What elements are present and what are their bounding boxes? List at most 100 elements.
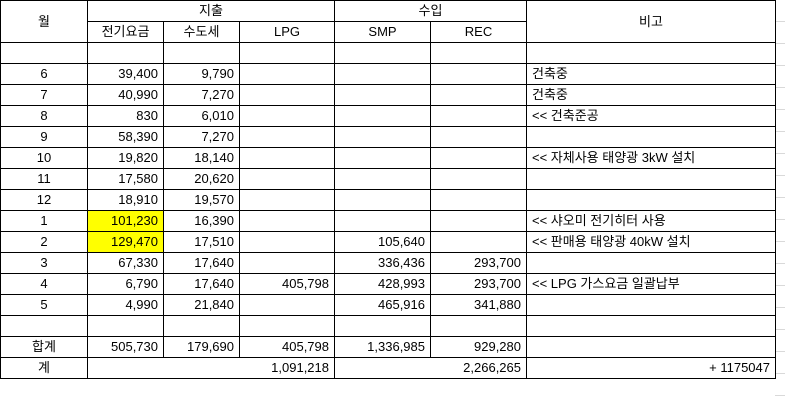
note-cell[interactable]: << LPG 가스요금 일괄납부 <box>526 273 776 295</box>
month-cell[interactable]: 12 <box>0 189 88 211</box>
header-smp[interactable]: SMP <box>334 21 431 43</box>
totals-note[interactable] <box>526 336 776 358</box>
lpg-cell[interactable]: 405,798 <box>239 273 335 295</box>
electricity-cell[interactable]: 39,400 <box>87 63 164 85</box>
totals-rec[interactable]: 929,280 <box>430 336 527 358</box>
smp-cell[interactable] <box>334 210 431 232</box>
lpg-cell[interactable] <box>239 231 335 253</box>
water-cell[interactable]: 17,510 <box>163 231 240 253</box>
note-cell[interactable] <box>526 168 776 190</box>
water-cell[interactable]: 20,620 <box>163 168 240 190</box>
water-cell[interactable]: 6,010 <box>163 105 240 127</box>
month-cell[interactable]: 10 <box>0 147 88 169</box>
lpg-cell[interactable] <box>239 294 335 316</box>
note-cell[interactable] <box>526 252 776 274</box>
totals-water[interactable]: 179,690 <box>163 336 240 358</box>
month-cell[interactable]: 9 <box>0 126 88 148</box>
note-cell[interactable] <box>526 315 776 337</box>
smp-cell[interactable]: 105,640 <box>334 231 431 253</box>
smp-cell[interactable] <box>334 315 431 337</box>
totals-smp[interactable]: 1,336,985 <box>334 336 431 358</box>
smp-cell[interactable] <box>334 84 431 106</box>
water-cell[interactable] <box>163 315 240 337</box>
electricity-cell[interactable]: 18,910 <box>87 189 164 211</box>
rec-cell[interactable] <box>430 63 527 85</box>
header-remarks[interactable]: 비고 <box>526 0 776 43</box>
smp-cell[interactable] <box>334 147 431 169</box>
note-cell[interactable]: 건축중 <box>526 63 776 85</box>
month-cell[interactable]: 7 <box>0 84 88 106</box>
rec-cell[interactable] <box>430 42 527 64</box>
rec-cell[interactable]: 293,700 <box>430 273 527 295</box>
lpg-cell[interactable] <box>239 189 335 211</box>
header-water[interactable]: 수도세 <box>163 21 240 43</box>
month-cell[interactable]: 5 <box>0 294 88 316</box>
note-cell[interactable]: << 건축준공 <box>526 105 776 127</box>
electricity-cell[interactable]: 67,330 <box>87 252 164 274</box>
rec-cell[interactable] <box>430 231 527 253</box>
header-lpg[interactable]: LPG <box>239 21 335 43</box>
header-electricity[interactable]: 전기요금 <box>87 21 164 43</box>
month-cell[interactable] <box>0 42 88 64</box>
electricity-cell[interactable] <box>87 42 164 64</box>
electricity-cell[interactable]: 40,990 <box>87 84 164 106</box>
smp-cell[interactable] <box>334 105 431 127</box>
rec-cell[interactable]: 341,880 <box>430 294 527 316</box>
rec-cell[interactable] <box>430 315 527 337</box>
grand-expense-total[interactable]: 1,091,218 <box>87 357 335 379</box>
lpg-cell[interactable] <box>239 168 335 190</box>
month-cell[interactable]: 3 <box>0 252 88 274</box>
electricity-cell[interactable] <box>87 315 164 337</box>
month-cell[interactable]: 4 <box>0 273 88 295</box>
smp-cell[interactable] <box>334 63 431 85</box>
smp-cell[interactable]: 428,993 <box>334 273 431 295</box>
lpg-cell[interactable] <box>239 252 335 274</box>
lpg-cell[interactable] <box>239 315 335 337</box>
lpg-cell[interactable] <box>239 63 335 85</box>
water-cell[interactable]: 19,570 <box>163 189 240 211</box>
water-cell[interactable]: 7,270 <box>163 126 240 148</box>
rec-cell[interactable] <box>430 189 527 211</box>
lpg-cell[interactable] <box>239 84 335 106</box>
electricity-cell[interactable]: 4,990 <box>87 294 164 316</box>
rec-cell[interactable] <box>430 126 527 148</box>
month-cell[interactable]: 1 <box>0 210 88 232</box>
rec-cell[interactable] <box>430 84 527 106</box>
header-income[interactable]: 수입 <box>334 0 527 22</box>
electricity-cell[interactable]: 129,470 <box>87 231 164 253</box>
water-cell[interactable]: 17,640 <box>163 273 240 295</box>
note-cell[interactable] <box>526 189 776 211</box>
month-cell[interactable]: 8 <box>0 105 88 127</box>
electricity-cell[interactable]: 17,580 <box>87 168 164 190</box>
rec-cell[interactable]: 293,700 <box>430 252 527 274</box>
water-cell[interactable] <box>163 42 240 64</box>
water-cell[interactable]: 16,390 <box>163 210 240 232</box>
smp-cell[interactable] <box>334 42 431 64</box>
grand-net[interactable]: + 1175047 <box>526 357 776 379</box>
note-cell[interactable] <box>526 294 776 316</box>
header-expense[interactable]: 지출 <box>87 0 335 22</box>
header-rec[interactable]: REC <box>430 21 527 43</box>
electricity-cell[interactable]: 830 <box>87 105 164 127</box>
smp-cell[interactable]: 465,916 <box>334 294 431 316</box>
smp-cell[interactable] <box>334 189 431 211</box>
smp-cell[interactable] <box>334 168 431 190</box>
rec-cell[interactable] <box>430 105 527 127</box>
water-cell[interactable]: 21,840 <box>163 294 240 316</box>
note-cell[interactable]: << 샤오미 전기히터 사용 <box>526 210 776 232</box>
totals-label[interactable]: 합계 <box>0 336 88 358</box>
totals-lpg[interactable]: 405,798 <box>239 336 335 358</box>
lpg-cell[interactable] <box>239 210 335 232</box>
electricity-cell[interactable]: 58,390 <box>87 126 164 148</box>
note-cell[interactable]: 건축중 <box>526 84 776 106</box>
month-cell[interactable]: 2 <box>0 231 88 253</box>
month-cell[interactable]: 11 <box>0 168 88 190</box>
lpg-cell[interactable] <box>239 147 335 169</box>
note-cell[interactable]: << 자체사용 태양광 3kW 설치 <box>526 147 776 169</box>
smp-cell[interactable] <box>334 126 431 148</box>
smp-cell[interactable]: 336,436 <box>334 252 431 274</box>
electricity-cell[interactable]: 6,790 <box>87 273 164 295</box>
grand-label[interactable]: 계 <box>0 357 88 379</box>
note-cell[interactable]: << 판매용 태양광 40kW 설치 <box>526 231 776 253</box>
rec-cell[interactable] <box>430 210 527 232</box>
